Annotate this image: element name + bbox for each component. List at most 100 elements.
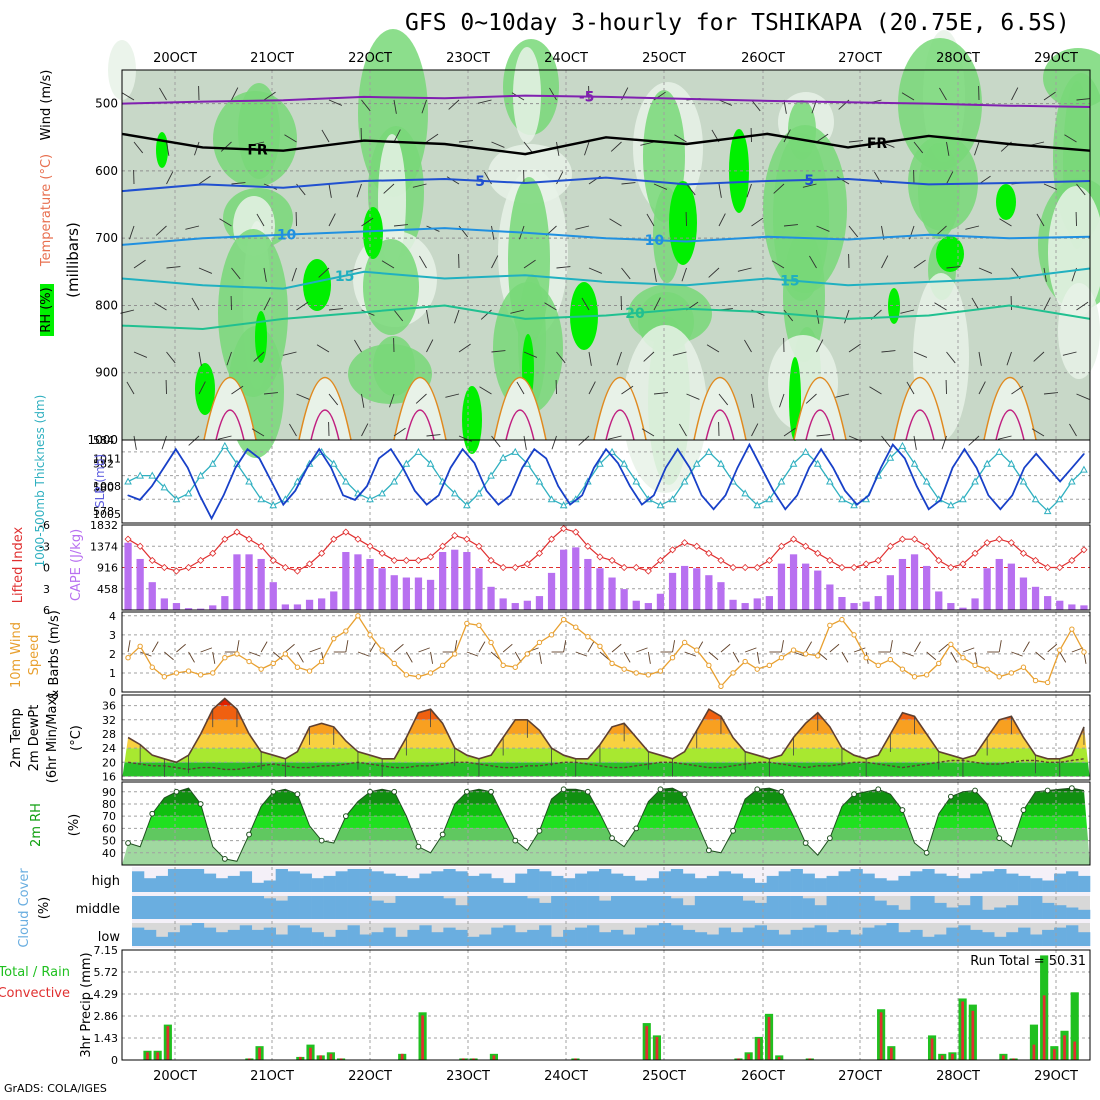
cloud-cell-0-46 (682, 873, 696, 892)
temp-ytick-16: 16 (102, 770, 116, 783)
li-point-62 (874, 556, 882, 564)
li-point-69 (959, 560, 967, 568)
precip-conv-bar-21 (339, 1058, 343, 1060)
li-point-70 (971, 549, 979, 557)
isotherm-0 (121, 94, 1091, 108)
wind-barb-2 (151, 641, 159, 653)
cloud-cell-0-18 (347, 869, 360, 892)
cloud-cell-0-8 (227, 875, 241, 892)
cloud-cell-0-5 (191, 869, 205, 892)
isotherm-3 (121, 227, 1091, 246)
cloud-cell-0-31 (503, 882, 516, 892)
wind-barb-24 (418, 647, 430, 653)
rh2m-point-22 (391, 788, 398, 795)
cape-bar-40 (608, 577, 616, 610)
upper-barb-1-8 (393, 129, 401, 143)
wind-point-16 (318, 658, 325, 665)
isotherm-4 (121, 267, 1091, 290)
upper-barb-4-2 (198, 267, 213, 274)
upper-barb-6-21 (816, 339, 824, 353)
cloud-cell-0-70 (970, 873, 983, 892)
cloud-cell-0-58 (826, 875, 839, 892)
upper-barb-8-28 (1031, 428, 1045, 437)
upper-barb-3-1 (155, 225, 167, 236)
upper-barb-4-0 (133, 259, 146, 269)
rh2m-point-26 (439, 831, 446, 838)
li-point-55 (789, 535, 798, 543)
wind-point-67 (936, 660, 942, 667)
isotherm-label-0: -5 (579, 90, 595, 106)
cape-bar-51 (741, 603, 749, 610)
cloud-cell-1-33 (527, 898, 540, 919)
li-point-38 (584, 542, 592, 550)
wind-point-46 (681, 639, 688, 646)
wind-point-43 (645, 672, 652, 678)
cloud-cell-1-24 (419, 896, 432, 919)
cloud-cell-2-27 (455, 929, 468, 946)
li-point-68 (947, 563, 955, 572)
wind-point-14 (294, 664, 301, 670)
thickness-point-74 (1019, 477, 1028, 485)
upper-barb-1-16 (640, 141, 655, 146)
rh-region-43 (218, 229, 288, 397)
cloud-cell-0-24 (419, 873, 432, 892)
upper-barb-4-9 (419, 255, 427, 269)
upper-barb-5-10 (454, 309, 460, 324)
upper-barb-8-1 (161, 435, 167, 450)
cloud-cell-0-38 (587, 871, 600, 892)
bottom-xtick-4: 24OCT (544, 1069, 588, 1084)
wind-point-53 (766, 662, 773, 669)
thickness-point-60 (850, 501, 858, 509)
upper-barb-3-18 (718, 213, 726, 227)
upper-barb-8-17 (679, 423, 687, 437)
cape-bar-41 (620, 589, 628, 610)
slp-point-10 (246, 448, 249, 450)
cloud-cell-1-73 (1006, 905, 1019, 919)
cloud-cell-2-1 (143, 929, 157, 946)
wind-barb-38 (587, 641, 595, 653)
precip-conv-bar-86 (1002, 1055, 1005, 1060)
cloud-cell-2-41 (622, 934, 636, 946)
wind-barb-76 (1047, 643, 1058, 653)
wind-ylabel-1: 10m Wind (9, 622, 24, 688)
wind-ytick-2: 2 (109, 648, 116, 661)
thickness-point-52 (753, 501, 762, 509)
slp-point-11 (258, 457, 261, 460)
cape-bar-42 (632, 600, 640, 610)
upper-barb-0-4 (263, 91, 276, 101)
precip-ytick-5.72: 5.72 (94, 966, 119, 979)
cape-bar-53 (765, 596, 773, 610)
cloud-cell-2-30 (491, 927, 504, 946)
wind-frame (121, 611, 1091, 693)
wind-barb-59 (841, 651, 849, 663)
cloud-cell-1-65 (910, 896, 923, 919)
cloud-cell-0-19 (359, 869, 372, 892)
slp-point-75 (1023, 467, 1025, 469)
wind-point-19 (355, 613, 361, 619)
cloud-cell-0-75 (1030, 878, 1043, 892)
upper-barb-6-16 (643, 351, 655, 362)
wind-point-54 (778, 655, 785, 661)
slp-point-27 (450, 467, 452, 469)
slp-ytick-1008: 1008 (93, 480, 121, 493)
rh-saturated-0 (156, 132, 168, 168)
wind-point-74 (1020, 664, 1027, 670)
cloud-cell-0-34 (539, 871, 552, 892)
li-point-33 (523, 560, 531, 568)
upper-barb-0-18 (718, 99, 733, 106)
upper-barb-2-16 (653, 183, 668, 190)
credit-label: GrADS: COLA/IGES (4, 1082, 107, 1095)
li-point-30 (487, 556, 495, 564)
cape-bar-50 (729, 599, 737, 610)
rh2m-point-30 (488, 788, 494, 795)
bottom-xtick-0: 20OCT (153, 1069, 197, 1084)
wind-point-2 (149, 664, 155, 670)
rh-saturated-9 (255, 311, 267, 363)
cloud-cell-1-60 (850, 896, 863, 919)
li-point-41 (620, 563, 628, 572)
precip-conv-bar-92 (1063, 1035, 1066, 1060)
wind-barb-64 (902, 651, 914, 657)
upper-barb-4-8 (381, 260, 395, 269)
cloud-cell-0-79 (1078, 875, 1091, 892)
cape-bar-29 (475, 568, 483, 610)
